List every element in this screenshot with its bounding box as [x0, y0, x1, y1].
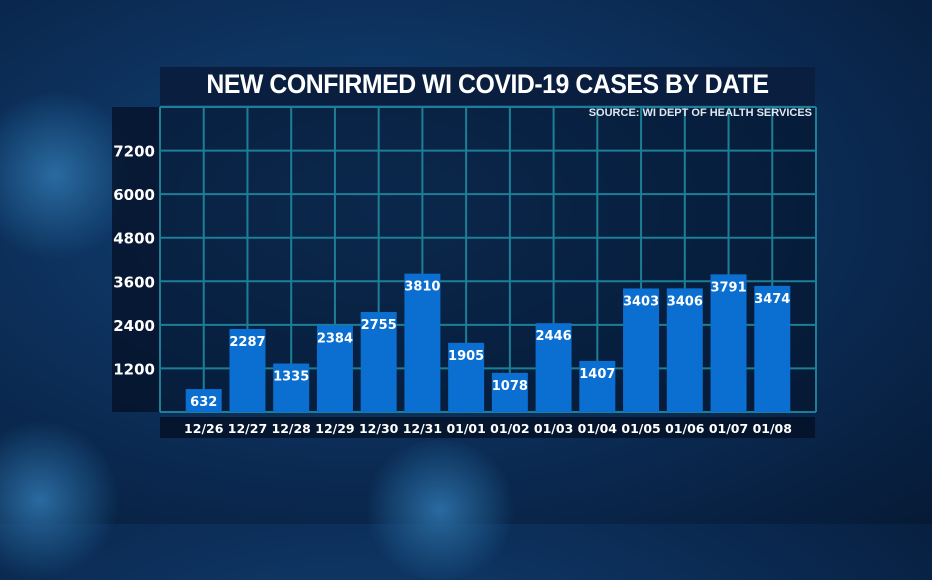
- bar: [360, 311, 397, 412]
- y-axis-panel: [112, 107, 160, 412]
- source-note: SOURCE: WI DEPT OF HEALTH SERVICES: [588, 107, 812, 119]
- x-tick-label: 01/07: [709, 421, 748, 436]
- bar: [666, 288, 703, 412]
- y-tick-label: 3600: [113, 273, 155, 291]
- data-label: 2755: [361, 318, 397, 333]
- x-tick-label: 01/06: [665, 421, 705, 436]
- bar: [316, 325, 353, 412]
- y-tick-label: 4800: [113, 230, 155, 248]
- data-label: 1335: [273, 370, 309, 385]
- y-tick-label: 1200: [113, 360, 155, 378]
- bar: [273, 363, 310, 412]
- bar: [579, 360, 616, 412]
- title-band: NEW CONFIRMED WI COVID-19 CASES BY DATE: [160, 67, 815, 105]
- x-tick-label: 12/30: [359, 421, 399, 436]
- data-label: 3810: [404, 280, 440, 295]
- bar: [185, 389, 222, 412]
- data-label: 1407: [579, 367, 615, 382]
- x-tick-label: 12/29: [315, 421, 354, 436]
- x-tick-label: 12/31: [403, 421, 442, 436]
- data-label: 1078: [492, 379, 528, 394]
- data-label: 632: [190, 395, 217, 410]
- data-label: 3474: [754, 292, 790, 307]
- y-tick-label: 6000: [113, 186, 155, 204]
- x-tick-label: 01/05: [621, 421, 660, 436]
- data-label: 3791: [710, 280, 746, 295]
- data-label: 2287: [229, 335, 265, 350]
- plot-area: [160, 107, 816, 412]
- bar: [535, 323, 572, 412]
- data-label: 1905: [448, 349, 484, 364]
- y-tick-label: 2400: [113, 317, 155, 335]
- y-tick-label: 7200: [113, 143, 155, 161]
- bar: [404, 273, 441, 412]
- bar: [491, 372, 528, 412]
- x-tick-label: 01/03: [534, 421, 573, 436]
- data-label: 3406: [667, 294, 703, 309]
- x-tick-label: 01/04: [578, 421, 618, 436]
- x-tick-label: 01/02: [490, 421, 529, 436]
- chart-title: NEW CONFIRMED WI COVID-19 CASES BY DATE: [206, 69, 769, 99]
- bar: [448, 342, 485, 412]
- x-tick-label: 01/01: [446, 421, 485, 436]
- data-label: 3403: [623, 294, 659, 309]
- x-tick-label: 12/27: [228, 421, 267, 436]
- x-tick-label: 12/26: [184, 421, 224, 436]
- bar-chart: 1200 2400 3600 4800 6000 7200 632 12/26 2287 12/2…: [113, 106, 817, 436]
- bar: [710, 274, 747, 412]
- data-label: 2446: [536, 329, 572, 344]
- x-axis-panel: [160, 417, 815, 438]
- bar: [623, 288, 660, 412]
- bar: [229, 328, 266, 412]
- data-label: 2384: [317, 331, 353, 346]
- x-tick-label: 01/08: [753, 421, 792, 436]
- x-tick-label: 12/28: [272, 421, 311, 436]
- bar: [754, 285, 791, 412]
